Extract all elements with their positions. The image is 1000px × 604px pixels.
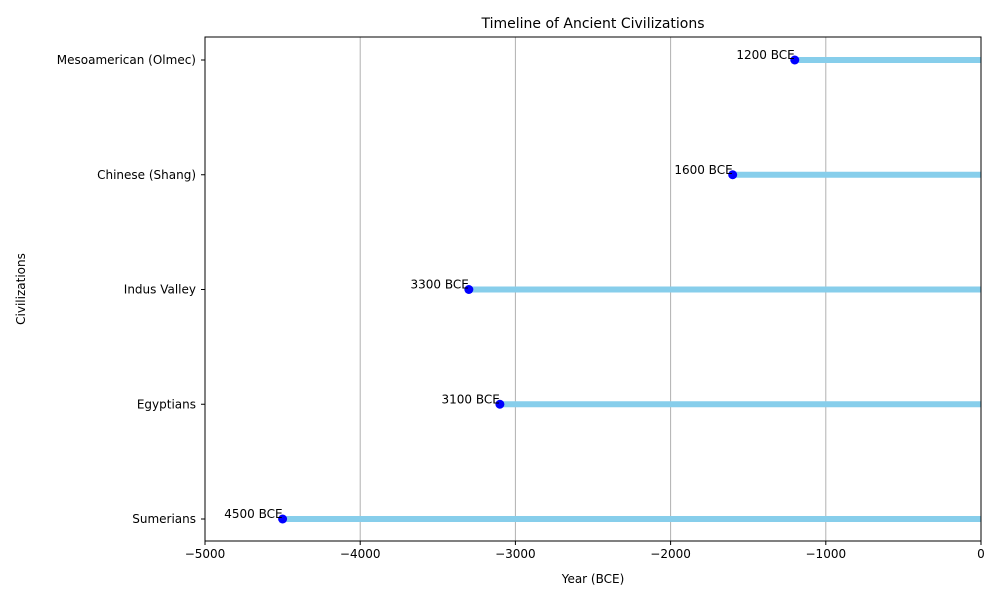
- x-tick-label: −1000: [806, 547, 847, 561]
- x-tick-label: −2000: [650, 547, 691, 561]
- start-data-label: 1200 BCE: [736, 48, 794, 62]
- start-data-label: 4500 BCE: [224, 507, 282, 521]
- y-tick-layer: Sumerians Egyptians Indus Valley Chinese (S…: [57, 53, 205, 526]
- x-tick-label: −5000: [185, 547, 226, 561]
- x-tick-label: 0: [977, 547, 985, 561]
- y-tick-label: Indus Valley: [124, 283, 196, 297]
- start-marker: [728, 170, 738, 180]
- x-axis-label: Year (BCE): [561, 572, 625, 586]
- start-data-label: 3300 BCE: [410, 278, 468, 292]
- data-label-layer: 4500 BCE 3100 BCE 3300 BCE 1600 BCE 1200 BCE: [224, 48, 795, 521]
- y-axis-label: Civilizations: [14, 253, 28, 325]
- y-tick-label: Chinese (Shang): [97, 168, 196, 182]
- span-layer: [282, 57, 981, 522]
- marker-layer: [278, 55, 800, 524]
- start-data-label: 3100 BCE: [442, 392, 500, 406]
- start-marker: [464, 285, 474, 294]
- start-data-label: 1600 BCE: [674, 163, 732, 177]
- x-tick-layer: −5000 −4000 −3000 −2000 −1000 0: [185, 541, 985, 561]
- y-tick-label: Sumerians: [132, 512, 196, 526]
- x-tick-label: −4000: [340, 547, 381, 561]
- y-tick-label: Mesoamerican (Olmec): [57, 53, 196, 67]
- start-marker: [495, 399, 505, 409]
- start-marker: [278, 514, 288, 524]
- start-marker: [790, 55, 800, 65]
- chart-title: Timeline of Ancient Civilizations: [480, 16, 704, 32]
- y-tick-label: Egyptians: [137, 397, 196, 411]
- x-tick-label: −3000: [495, 547, 536, 561]
